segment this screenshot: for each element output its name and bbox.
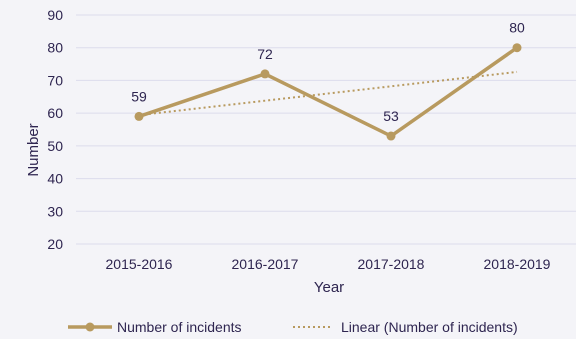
y-tick-label-30: 30	[47, 203, 63, 219]
data-label-2018-2019: 80	[509, 20, 525, 36]
data-points	[134, 43, 522, 141]
y-tick-label-60: 60	[47, 105, 63, 121]
data-label-2017-2018: 53	[383, 108, 399, 124]
y-tick-label-80: 80	[47, 40, 63, 56]
x-axis-ticks: 2015-2016 2016-2017 2017-2018 2018-2019	[106, 256, 551, 272]
x-tick-label-2017-2018: 2017-2018	[358, 256, 425, 272]
y-tick-label-70: 70	[47, 72, 63, 88]
x-axis-title: Year	[314, 279, 344, 296]
y-axis-title: Number	[25, 123, 42, 176]
series-line-number-of-incidents	[138, 46, 519, 138]
data-point-2015-2016	[134, 111, 144, 121]
y-tick-label-20: 20	[47, 236, 63, 252]
data-labels: 59 72 53 80	[131, 20, 525, 124]
legend: Number of incidents Linear (Number of in…	[68, 319, 518, 335]
y-tick-label-40: 40	[47, 171, 63, 187]
trendline	[138, 70, 518, 117]
legend-series-label: Number of incidents	[117, 319, 242, 335]
data-point-2018-2019	[512, 43, 522, 53]
x-tick-label-2016-2017: 2016-2017	[232, 256, 299, 272]
legend-trendline-label: Linear (Number of incidents)	[341, 319, 518, 335]
data-point-2016-2017	[260, 69, 270, 79]
legend-series-marker	[85, 322, 95, 332]
x-tick-label-2018-2019: 2018-2019	[484, 256, 551, 272]
y-tick-label-50: 50	[47, 138, 63, 154]
y-axis-ticks: 20 30 40 50 60 70 80 90	[47, 7, 63, 252]
data-point-2017-2018	[386, 131, 396, 141]
gridlines	[76, 14, 576, 245]
y-tick-label-90: 90	[47, 7, 63, 23]
data-label-2016-2017: 72	[257, 46, 273, 62]
data-label-2015-2016: 59	[131, 88, 147, 104]
x-tick-label-2015-2016: 2015-2016	[106, 256, 173, 272]
